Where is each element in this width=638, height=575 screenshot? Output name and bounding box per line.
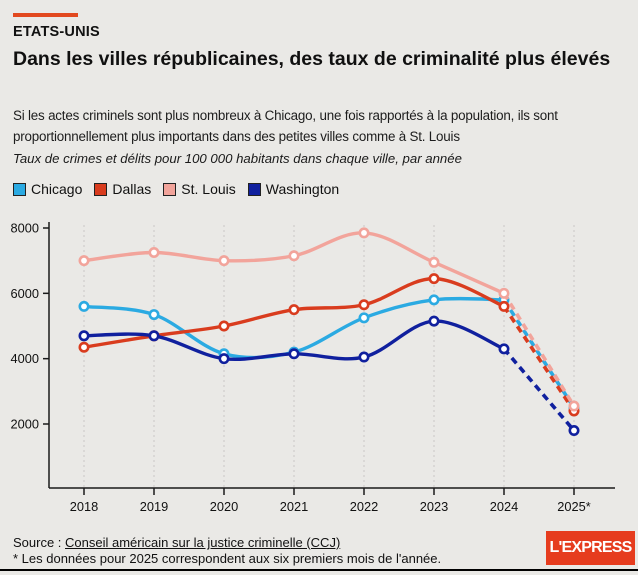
data-point-dallas-2020 xyxy=(218,320,230,332)
legend-swatch-st-louis xyxy=(163,182,177,196)
data-point-washington-2021 xyxy=(288,348,300,360)
y-axis-label-2000: 2000 xyxy=(11,417,39,432)
legend-label-dallas: Dallas xyxy=(112,181,152,197)
data-point-st-louis-2021 xyxy=(288,250,300,262)
y-axis-label-8000: 8000 xyxy=(11,221,39,236)
y-axis-label-6000: 6000 xyxy=(11,286,39,301)
chart-unit-note: Taux de crimes et délits pour 100 000 ha… xyxy=(13,151,462,166)
data-point-dallas-2021 xyxy=(288,304,300,316)
data-point-washington-2019 xyxy=(148,330,160,342)
data-point-chicago-2018 xyxy=(78,300,90,312)
legend-item-chicago: Chicago xyxy=(13,181,82,197)
source-prefix: Source : xyxy=(13,535,66,550)
data-point-st-louis-2019 xyxy=(148,246,160,258)
page-title: Dans les villes républicaines, des taux … xyxy=(13,48,611,70)
x-axis-label-2018: 2018 xyxy=(70,499,98,514)
chart-subtitle: Si les actes criminels sont plus nombreu… xyxy=(13,108,558,144)
crime-rate-line-chart: 2018 2019 2020 2021 2022 2023 2024 2025* 2000 400… xyxy=(11,221,615,514)
x-axis-label-2020: 2020 xyxy=(210,499,238,514)
legend-item-washington: Washington xyxy=(247,181,340,197)
data-point-chicago-2022 xyxy=(358,312,370,324)
legend-item-dallas: Dallas xyxy=(94,181,151,197)
legend-label-st-louis: St. Louis xyxy=(181,181,236,197)
data-point-washington-2022 xyxy=(358,351,370,363)
data-point-washington-2020 xyxy=(218,353,230,365)
legend-swatch-chicago xyxy=(13,182,26,196)
x-axis-label-2023: 2023 xyxy=(420,499,448,514)
x-axis-label-2019: 2019 xyxy=(140,499,168,514)
x-axis-label-2021: 2021 xyxy=(280,499,308,514)
legend-swatch-dallas xyxy=(94,182,108,196)
data-point-st-louis-2023 xyxy=(428,256,440,268)
footnote-2025: * Les données pour 2025 correspondent au… xyxy=(13,551,442,566)
data-point-washington-2025 xyxy=(568,425,580,437)
series-projection-dallas xyxy=(502,305,576,412)
data-point-washington-2024 xyxy=(498,343,510,355)
data-point-st-louis-2024 xyxy=(498,287,510,299)
data-point-dallas-2024 xyxy=(498,300,510,312)
x-axis-label-2022: 2022 xyxy=(350,499,378,514)
legend-label-washington: Washington xyxy=(265,181,340,197)
series-projection-washington xyxy=(502,347,576,432)
kicker-accent-bar xyxy=(13,13,78,17)
legend-swatch-washington xyxy=(247,182,261,196)
kicker-label: ETATS-UNIS xyxy=(13,24,100,40)
x-axis-label-2024: 2024 xyxy=(490,499,518,514)
x-axis-label-2025: 2025* xyxy=(557,499,590,514)
y-axis-label-4000: 4000 xyxy=(11,351,39,366)
chart-legend: Chicago Dallas St. Louis Washington xyxy=(13,181,339,197)
legend-label-chicago: Chicago xyxy=(31,181,83,197)
data-point-st-louis-2020 xyxy=(218,255,230,267)
data-point-st-louis-2022 xyxy=(358,227,370,239)
legend-item-st-louis: St. Louis xyxy=(163,181,236,197)
bottom-rule xyxy=(0,569,638,571)
data-point-st-louis-2018 xyxy=(78,255,90,267)
data-point-washington-2018 xyxy=(78,330,90,342)
data-point-dallas-2018 xyxy=(78,341,90,353)
source-line: Source : Conseil américain sur la justic… xyxy=(13,535,340,550)
series-projection-st-louis xyxy=(502,292,576,407)
data-point-dallas-2022 xyxy=(358,299,370,311)
data-point-chicago-2019 xyxy=(148,309,160,321)
data-point-washington-2023 xyxy=(428,315,440,327)
lexpress-logo: L'EXPRESS xyxy=(546,531,635,565)
series-projection-chicago xyxy=(502,298,576,409)
source-link[interactable]: Conseil américain sur la justice crimine… xyxy=(65,535,341,550)
data-point-st-louis-2025 xyxy=(568,400,580,412)
data-point-chicago-2023 xyxy=(428,294,440,306)
data-point-dallas-2023 xyxy=(428,273,440,285)
